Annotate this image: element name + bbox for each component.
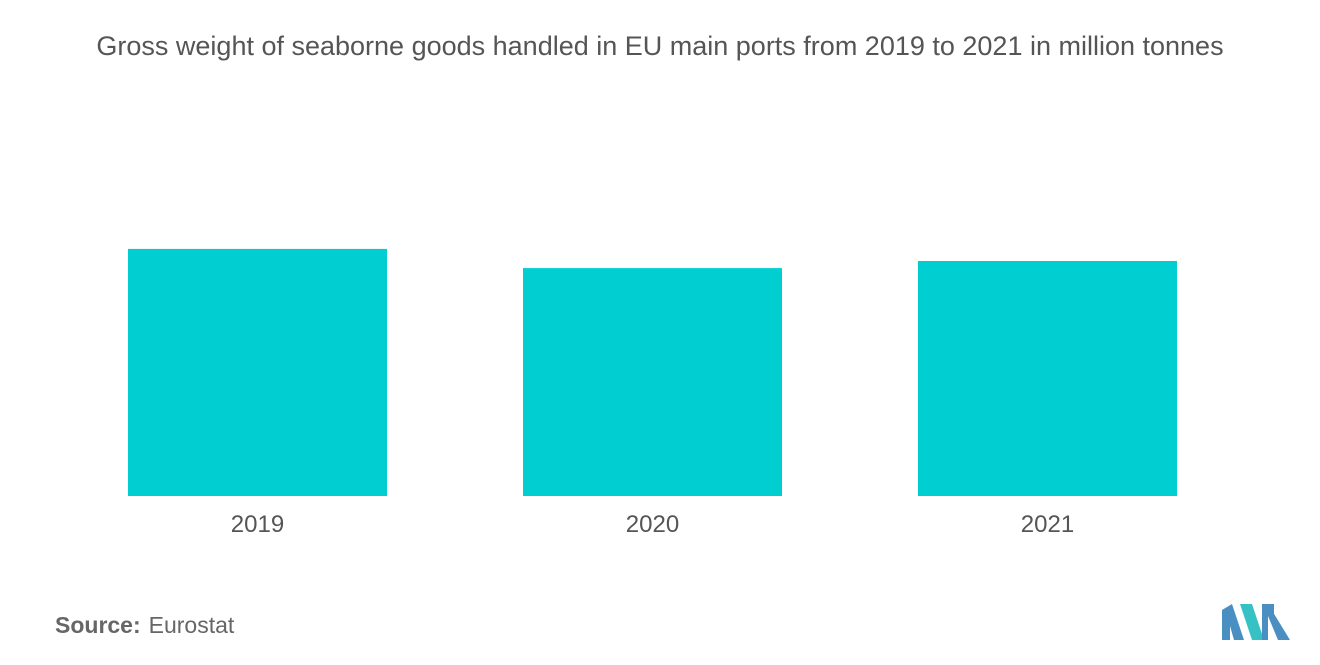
source-value: Eurostat — [148, 612, 235, 638]
bar-2019 — [128, 248, 387, 496]
x-axis-labels: 2019 2020 2021 — [231, 511, 1074, 538]
x-tick-label-2019: 2019 — [231, 511, 284, 538]
bar-2021 — [918, 261, 1177, 496]
source-label: Source: — [55, 612, 141, 638]
logo-shape-right — [1262, 604, 1290, 640]
logo-shape-left — [1222, 604, 1244, 640]
x-tick-label-2021: 2021 — [1021, 511, 1074, 538]
bars-group — [128, 248, 1177, 496]
source-note: Source: Eurostat — [55, 612, 234, 639]
chart-title: Gross weight of seaborne goods handled i… — [96, 31, 1224, 61]
mordor-intelligence-logo-icon — [1222, 604, 1290, 640]
bar-2020 — [523, 268, 782, 496]
x-tick-label-2020: 2020 — [626, 511, 679, 538]
logo-shape-middle — [1240, 604, 1264, 640]
